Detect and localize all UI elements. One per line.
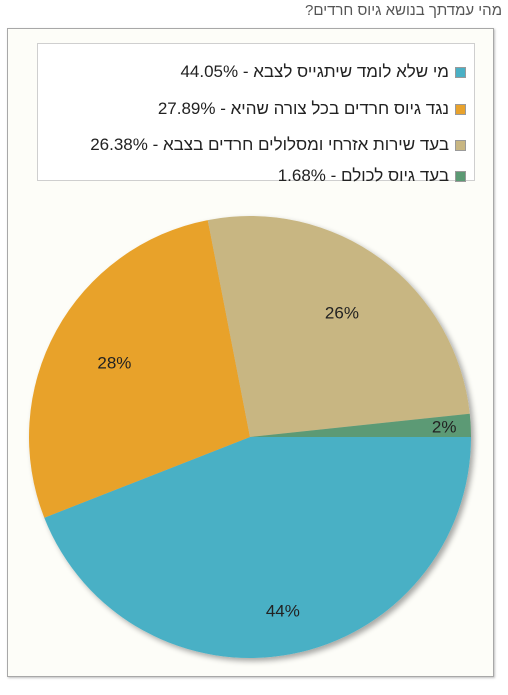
chart-legend: מי שלא לומד שיתגייס לצבא - 44.05% נגד גי… bbox=[37, 43, 475, 185]
legend-item: בעד שירות אזרחי ומסלולים חרדים בצבא - 26… bbox=[90, 135, 466, 155]
poll-question: מהי עמדתך בנושא גיוס חרדים? bbox=[304, 2, 502, 19]
legend-swatch bbox=[455, 66, 466, 78]
legend-label: מי שלא לומד שיתגייס לצבא - 44.05% bbox=[180, 62, 449, 81]
legend-swatch bbox=[455, 103, 466, 115]
pie-slice bbox=[207, 216, 470, 437]
legend-item: נגד גיוס חרדים בכל צורה שהיא - 27.89% bbox=[158, 99, 466, 119]
legend-item: מי שלא לומד שיתגייס לצבא - 44.05% bbox=[180, 62, 466, 82]
legend-item: בעד גיוס לכולם - 1.68% bbox=[278, 166, 466, 186]
pie-slice bbox=[250, 413, 471, 437]
legend-label: בעד גיוס לכולם - 1.68% bbox=[277, 166, 449, 185]
slice-label: 2% bbox=[432, 418, 457, 437]
legend-swatch bbox=[455, 170, 466, 182]
chart-panel: מי שלא לומד שיתגייס לצבא - 44.05% נגד גי… bbox=[7, 28, 494, 677]
legend-label: נגד גיוס חרדים בכל צורה שהיא - 27.89% bbox=[157, 99, 449, 118]
slice-label: 28% bbox=[97, 354, 131, 373]
legend-swatch bbox=[455, 139, 466, 151]
legend-label: בעד שירות אזרחי ומסלולים חרדים בצבא - 26… bbox=[90, 135, 449, 154]
pie-slice bbox=[28, 220, 250, 518]
pie-chart: 44% 28% 26% 2% bbox=[28, 216, 471, 659]
slice-label: 26% bbox=[325, 304, 359, 323]
pie-slice bbox=[44, 437, 471, 659]
slice-label: 44% bbox=[266, 602, 300, 621]
